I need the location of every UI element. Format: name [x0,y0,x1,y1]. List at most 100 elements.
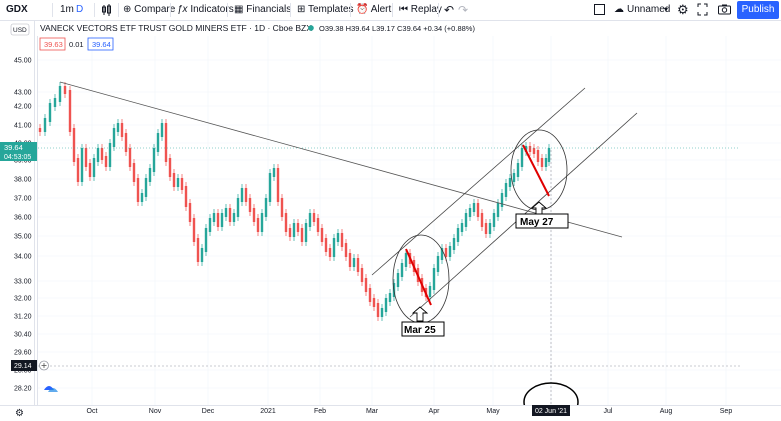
candle-body [440,248,444,260]
fullscreen-icon[interactable] [697,0,708,20]
candle-body [376,303,380,317]
divider [350,3,351,17]
interval-1m[interactable]: 1m [60,4,74,15]
candle-body [68,90,72,132]
undo-icon[interactable]: ↶ [444,3,455,17]
interval-d[interactable]: D [76,4,84,15]
time-tick-label: Mar [366,408,379,415]
candle-body [296,223,300,232]
candle-body [332,238,336,257]
up-arrow-icon[interactable] [411,306,429,322]
candle-body [63,86,67,94]
channel-upper-line[interactable] [371,87,586,276]
candle-body [200,248,204,262]
candle-body [300,228,304,242]
time-scale[interactable]: Oct Nov Dec 2021 Feb Mar Apr May 02 Jun '21 Jul Au… [87,405,733,416]
indicators-button[interactable]: ƒx Indicators [177,0,234,20]
currency-badge[interactable] [10,23,30,36]
divider [392,3,393,17]
candle-body [220,213,224,227]
candle-body [224,208,228,217]
candle-body [484,223,488,234]
alarm-clock-icon: ⏰ [356,4,371,15]
candle-body [547,148,551,162]
candle-body [168,158,172,177]
red-decline-line-may[interactable] [522,144,550,197]
camera-icon[interactable] [718,0,731,20]
replay-button[interactable]: ⏮ Replay [399,0,442,20]
candle-body [192,218,196,242]
time-tick-label: Aug [660,408,673,415]
date-highlight-circle[interactable] [523,382,579,421]
compare-button[interactable]: ⊕ Compare [123,0,175,20]
candle-body [132,163,136,182]
symbol-search[interactable]: GDX [6,4,28,15]
candle-body [472,203,476,212]
callout-box-mar[interactable] [401,321,445,337]
candle-body [540,158,544,167]
price-scale[interactable]: 45.0043.0042.0041.0040.0039.0038.0037.00… [14,58,32,393]
chart-settings-gear-icon[interactable]: ⚙ [15,408,24,419]
gear-icon[interactable]: ⚙ [677,2,689,17]
price-tick-label: 33.00 [14,279,32,286]
candle-body [196,238,200,262]
red-decline-line-mar[interactable] [405,248,432,306]
bar-style-icon[interactable] [101,0,113,20]
candle-body [43,118,47,132]
time-tick-label: Apr [429,408,441,415]
indicators-label: Indicators [190,4,234,15]
candle-body [468,208,472,217]
candle-body [504,183,508,197]
candle-body [48,103,52,122]
layout-name[interactable]: Unnamed [627,4,671,15]
candle-body [76,158,80,182]
candle-body [520,148,524,167]
candle-body [188,203,192,222]
candle-body [428,286,432,297]
callout-box-may[interactable] [515,213,569,229]
time-tick-label: Nov [149,408,162,415]
financials-button[interactable]: ▦ Financials [234,0,291,20]
candle-body [500,193,504,207]
time-axis-bg [0,405,781,421]
price-tick-label: 34.00 [14,254,32,261]
candle-body [256,218,260,232]
crosshair-price-label [11,360,37,371]
candle-body [444,248,448,257]
sell-box[interactable] [39,37,66,51]
candle-body [508,178,512,187]
crosshair-date-label [532,405,570,416]
layout-select-icon[interactable] [594,0,605,20]
candle-body [384,298,388,312]
candle-body [240,188,244,202]
symbol-title: VANECK VECTORS ETF TRUST GOLD MINERS ETF… [40,23,312,33]
price-tick-label: 36.00 [14,215,32,222]
candle-body [476,203,480,217]
candle-body [112,128,116,147]
candle-body [488,223,492,234]
candle-body [396,273,400,287]
chevron-down-icon[interactable]: ▾ [664,5,669,14]
buy-box[interactable] [87,37,114,51]
templates-button[interactable]: ⊞ Templates [297,0,354,20]
candlestick-series [38,82,551,321]
redo-icon[interactable]: ↷ [458,3,469,17]
time-tick-label: Feb [314,408,326,415]
divider [52,3,53,17]
grid [38,36,781,405]
candle-body [148,168,152,182]
candle-body [128,148,132,167]
price-tick-label: 37.00 [14,196,32,203]
candle-body [280,198,284,217]
candle-body [352,258,356,267]
candle-body [340,233,344,247]
alert-label: Alert [370,4,392,15]
candle-body [456,228,460,242]
candle-body [536,150,540,162]
price-tick-label: 41.00 [14,123,32,130]
candle-body [328,248,332,257]
replay-label: Replay [410,4,442,15]
alert-button[interactable]: ⏰ Alert [356,0,391,20]
publish-button[interactable]: Publish [737,1,779,19]
